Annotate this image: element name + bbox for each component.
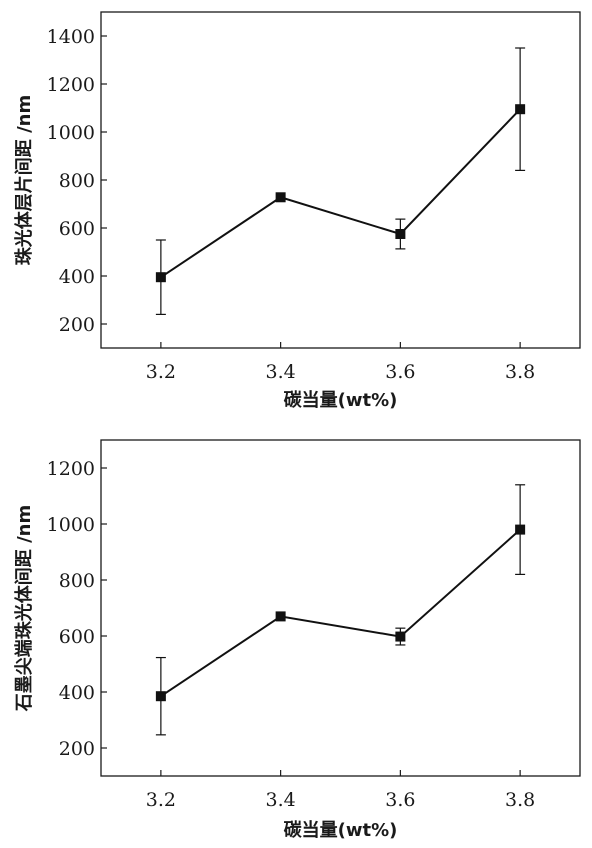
series-line [160,108,521,279]
x-axis-title: 碳当量(wt%) [284,819,398,841]
x-axis-title: 碳当量(wt%) [284,389,398,411]
y-tick-label: 1000 [47,122,95,144]
y-tick-label: 600 [59,218,95,240]
series-line [160,528,521,698]
y-tick-label: 800 [59,570,95,592]
y-tick-label: 200 [59,314,95,336]
y-tick-label: 1200 [47,458,95,480]
plot-frame [100,11,581,349]
x-tick-label: 3.6 [385,789,415,811]
y-axis-title: 珠光体层片间距 /nm [13,95,35,265]
data-point-marker [395,229,406,239]
y-axis-title: 石墨尖端珠光体间距 /nm [13,505,35,712]
y-tick-label: 400 [59,682,95,704]
x-tick-label: 3.4 [266,789,296,811]
data-point-marker [155,691,166,702]
x-tick-label: 3.8 [505,789,535,811]
y-tick-label: 400 [59,266,95,288]
y-tick-label: 600 [59,626,95,648]
y-tick-label: 200 [59,738,95,760]
x-tick-label: 3.8 [505,361,535,383]
x-tick-label: 3.2 [146,789,176,811]
x-tick-label: 3.2 [146,361,176,383]
chart-bottom-graphite-tip-spacing: 200 400 600 800 1000 1200 3.2 3.4 3.6 3.8 碳当量(wt%)… [13,439,581,841]
plot-frame [100,439,581,777]
y-tick-label: 800 [59,170,95,192]
data-point-marker [515,524,526,535]
y-tick-label: 1400 [47,26,95,48]
y-tick-label: 1000 [47,514,95,536]
data-point-marker [515,104,526,115]
chart-top-pearlite-spacing: 200 400 600 800 1000 1200 1400 3.2 3.4 3.6 3.8 碳当量(… [13,11,581,411]
data-point-marker [155,272,166,283]
data-point-marker [275,611,286,622]
data-point-marker [275,192,286,203]
x-tick-label: 3.6 [385,361,415,383]
x-tick-label: 3.4 [266,361,296,383]
y-tick-label: 1200 [47,74,95,96]
data-point-marker [395,631,406,642]
